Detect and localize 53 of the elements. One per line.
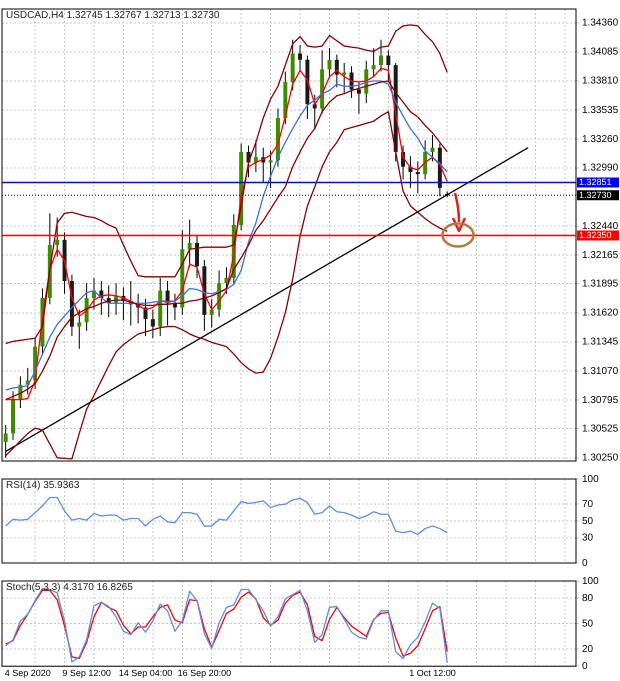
y-tick-label: 100	[582, 474, 600, 485]
x-tick-label: 1 Oct 12:00	[409, 668, 456, 678]
candlestick	[372, 48, 376, 78]
y-tick-label: 1.31895	[582, 278, 619, 290]
y-tick-label: 1.30250	[582, 452, 619, 464]
x-tick-label: 14 Sep 04:00	[118, 668, 172, 678]
candlestick	[77, 309, 82, 350]
y-tick-label: 100	[582, 576, 600, 587]
y-tick-label: 1.32440	[582, 220, 619, 232]
x-tick-label: 9 Sep 12:00	[62, 668, 111, 678]
y-tick-label: 30	[582, 532, 594, 544]
ref-line-label: 1.32730	[579, 190, 612, 200]
candlestick	[210, 298, 214, 328]
candlestick	[327, 48, 332, 78]
chart-title: Stoch(5,3,3) 4.3170 16.8265	[6, 582, 133, 593]
y-tick-label: 1.31620	[582, 308, 619, 319]
y-tick-label: 1.32165	[582, 250, 619, 261]
candlestick	[195, 235, 199, 278]
candlestick	[188, 219, 192, 268]
y-tick-label: 1.34085	[582, 46, 619, 58]
y-tick-label: 0	[582, 558, 588, 569]
chart-title: USDCAD,H4 1.32745 1.32767 1.32713 1.32730	[6, 10, 220, 21]
x-tick-label: 16 Sep 20:00	[178, 668, 232, 678]
candlestick	[150, 309, 155, 339]
y-tick-label: 0	[582, 660, 588, 672]
candlestick	[342, 62, 346, 94]
candlestick	[268, 150, 273, 188]
candlestick	[423, 140, 428, 180]
candlestick	[386, 50, 390, 83]
y-tick-label: 1.33810	[582, 76, 619, 87]
y-tick-label: 1.34360	[582, 18, 619, 29]
candlestick	[298, 44, 302, 72]
y-tick-label: 1.30525	[582, 423, 619, 434]
y-tick-label: 70	[582, 498, 594, 510]
y-tick-label: 50	[582, 516, 594, 527]
y-tick-label: 1.30795	[582, 394, 619, 406]
y-tick-label: 1.31345	[582, 336, 619, 348]
candlestick	[379, 39, 383, 72]
candlestick	[430, 134, 434, 162]
y-tick-label: 1.33535	[582, 104, 619, 116]
candlestick	[356, 82, 361, 114]
x-tick-label: 4 Sep 2020	[4, 668, 51, 678]
y-tick-label: 50	[582, 618, 594, 630]
ref-line-label: 1.32350	[579, 230, 612, 240]
candlestick	[416, 160, 420, 194]
y-tick-label: 1.31070	[582, 366, 619, 377]
candlestick	[55, 217, 60, 258]
y-tick-label: 80	[582, 592, 594, 604]
y-tick-label: 1.33260	[582, 134, 619, 145]
chart-title: RSI(14) 35.9363	[6, 480, 80, 491]
ref-line-label: 1.32851	[579, 176, 612, 187]
y-tick-label: 1.32990	[582, 162, 619, 174]
y-tick-label: 20	[582, 644, 594, 655]
